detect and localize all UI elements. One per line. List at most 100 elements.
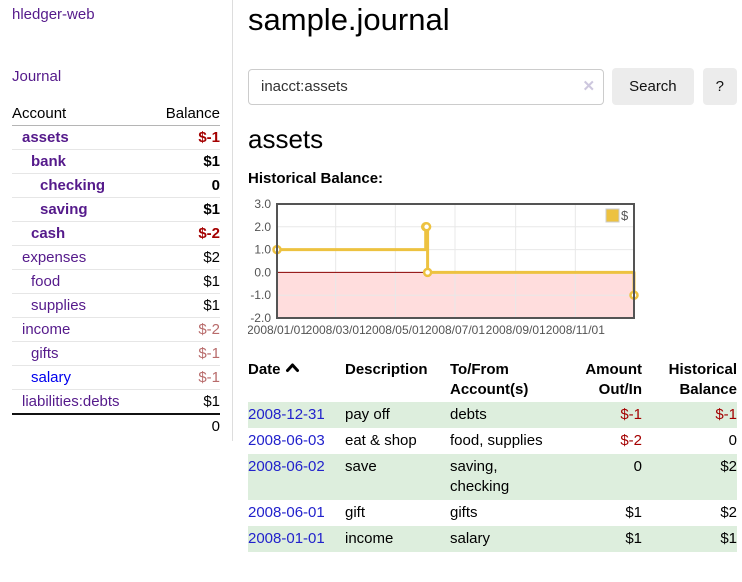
account-title: assets [248, 124, 324, 154]
register-amount-cell: $-1 [620, 406, 642, 423]
account-row: gifts $-1 [12, 341, 220, 366]
accounts-header-row: Account Balance [12, 102, 220, 126]
search-input-wrap: ✕ [248, 68, 605, 105]
account-row: saving $1 [12, 197, 220, 222]
y-tick-label: 0.0 [254, 265, 271, 279]
register-accounts-cell: salary [450, 530, 491, 547]
account-link[interactable]: gifts [31, 345, 59, 362]
account-link[interactable]: checking [40, 177, 106, 194]
account-balance: $1 [150, 149, 220, 174]
account-row: checking 0 [12, 173, 220, 198]
main-panel: sample.journal ✕ Search ? assets Histori… [248, 0, 737, 582]
account-row: salary $-1 [12, 365, 220, 390]
register-date-cell: 2008-06-02 [248, 454, 345, 500]
y-tick-label: -1.0 [250, 288, 271, 302]
accounts-table: Account Balance assets $-1 bank $1 checking 0… [12, 102, 220, 438]
chart-title: Historical Balance: [248, 170, 384, 187]
transaction-date-link[interactable]: 2008-12-31 [248, 406, 325, 423]
data-point-marker [422, 267, 433, 278]
y-tick-label: 2.0 [254, 220, 271, 234]
account-balance: $1 [150, 197, 220, 222]
register-description-cell: income [345, 530, 394, 547]
transaction-date-link[interactable]: 2008-06-01 [248, 504, 325, 521]
x-tick-label: 2008/11/01 [546, 323, 605, 336]
account-link[interactable]: assets [22, 129, 69, 146]
account-balance: 0 [150, 173, 220, 198]
register-date-cell: 2008-12-31 [248, 402, 345, 428]
x-tick-label: 2008/09/01 [486, 323, 546, 336]
account-link[interactable]: food [31, 273, 61, 290]
account-balance: $1 [150, 269, 220, 294]
account-link[interactable]: supplies [31, 297, 87, 314]
register-accounts-cell: gifts [450, 504, 478, 521]
sidebar-item-journal[interactable]: Journal [12, 68, 62, 85]
clear-search-icon[interactable]: ✕ [582, 77, 596, 95]
register-date-cell: 2008-01-01 [248, 526, 345, 552]
register-amount-cell: $-2 [620, 432, 642, 449]
accounts-col-account: Account [12, 102, 151, 126]
register-col-accounts: To/From Account(s) [450, 361, 529, 398]
account-link[interactable]: expenses [22, 249, 87, 266]
register-amount-cell: $1 [625, 530, 642, 547]
sidebar: hledger-web Journal Account Balance asse… [0, 0, 233, 441]
search-form: ✕ Search ? [248, 68, 737, 105]
register-col-date[interactable]: Date [248, 358, 345, 402]
y-tick-label: -2.0 [250, 311, 271, 325]
account-link[interactable]: salary [31, 369, 72, 386]
help-button[interactable]: ? [702, 68, 737, 105]
account-balance: $-1 [150, 341, 220, 366]
transaction-date-link[interactable]: 2008-06-03 [248, 432, 325, 449]
account-balance: $1 [150, 293, 220, 318]
register-balance-cell: $2 [720, 458, 737, 475]
register-accounts-cell: debts [450, 406, 487, 423]
account-rows: assets $-1 bank $1 checking 0 saving $1 cash $-2 e… [12, 126, 220, 414]
y-tick-label: 1.0 [254, 243, 271, 257]
register-row: 2008-12-31 pay off debts $-1 $-1 [248, 402, 737, 428]
register-table: Date Description To/From Account(s) Amou… [248, 358, 737, 552]
page-title: sample.journal [248, 2, 450, 37]
account-balance: $-2 [150, 317, 220, 342]
account-row: cash $-2 [12, 221, 220, 246]
search-button[interactable]: Search [612, 68, 694, 105]
account-balance: $-1 [198, 129, 220, 146]
account-row: supplies $1 [12, 293, 220, 318]
register-amount-cell: 0 [633, 458, 642, 475]
account-row: food $1 [12, 269, 220, 294]
account-link[interactable]: bank [31, 153, 67, 170]
account-link[interactable]: income [22, 321, 71, 338]
account-row: expenses $2 [12, 245, 220, 270]
account-row: liabilities:debts $1 [12, 389, 220, 414]
register-description-cell: pay off [345, 406, 390, 423]
account-balance: $1 [150, 389, 220, 414]
account-row: assets $-1 [12, 126, 220, 150]
register-description-cell: gift [345, 504, 366, 521]
register-amount-cell: $1 [625, 504, 642, 521]
register-balance-cell: $1 [720, 530, 737, 547]
register-date-cell: 2008-06-03 [248, 428, 345, 454]
legend-label: $ [621, 208, 629, 223]
register-col-amount: Amount Out/In [585, 361, 642, 398]
account-link[interactable]: saving [40, 201, 88, 218]
y-tick-label: 3.0 [254, 197, 271, 211]
register-accounts-cell: saving, checking [450, 458, 510, 495]
account-balance: $-1 [150, 365, 220, 390]
register-date-cell: 2008-06-01 [248, 500, 345, 526]
x-tick-label: 2008/05/01 [365, 323, 425, 336]
account-balance: $2 [150, 245, 220, 270]
register-row: 2008-06-02 save saving, checking 0 $2 [248, 454, 737, 500]
register-description-cell: save [345, 458, 377, 475]
search-input[interactable] [248, 68, 605, 105]
register-row: 2008-01-01 income salary $1 $1 [248, 526, 737, 552]
account-row: income $-2 [12, 317, 220, 342]
x-tick-label: 2008/01/01 [248, 323, 307, 336]
account-link[interactable]: liabilities:debts [22, 393, 120, 410]
accounts-col-balance: Balance [150, 102, 220, 126]
x-tick-label: 2008/07/01 [425, 323, 485, 336]
transaction-date-link[interactable]: 2008-01-01 [248, 530, 325, 547]
app-brand-link[interactable]: hledger-web [12, 6, 95, 23]
account-link[interactable]: cash [31, 225, 66, 242]
legend-swatch [605, 208, 620, 223]
register-header-row: Date Description To/From Account(s) Amou… [248, 358, 737, 402]
transaction-date-link[interactable]: 2008-06-02 [248, 458, 325, 475]
